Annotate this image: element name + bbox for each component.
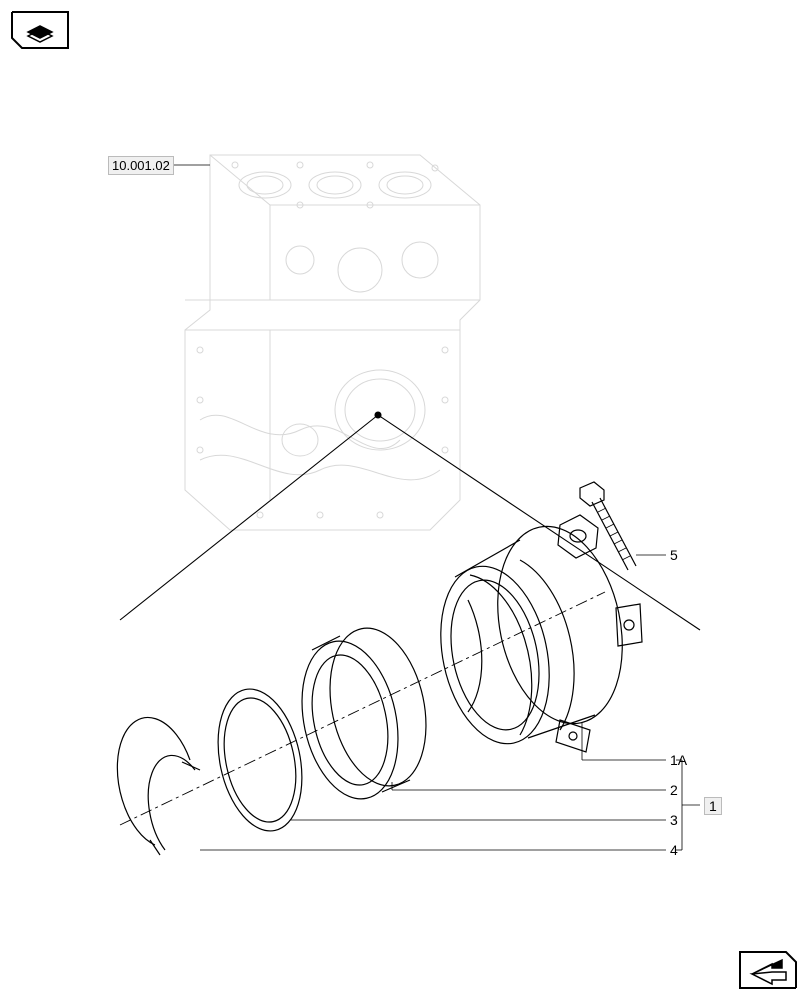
callout-2: 2 <box>670 782 678 798</box>
technical-drawing <box>0 0 808 1000</box>
callout-4: 4 <box>670 842 678 858</box>
reference-label: 10.001.02 <box>108 156 174 175</box>
callout-1: 1 <box>704 797 722 815</box>
callout-1a: 1A <box>670 752 687 768</box>
callout-3: 3 <box>670 812 678 828</box>
callout-5: 5 <box>670 547 678 563</box>
page: 10.001.02 5 1A 2 3 4 1 <box>0 0 808 1000</box>
